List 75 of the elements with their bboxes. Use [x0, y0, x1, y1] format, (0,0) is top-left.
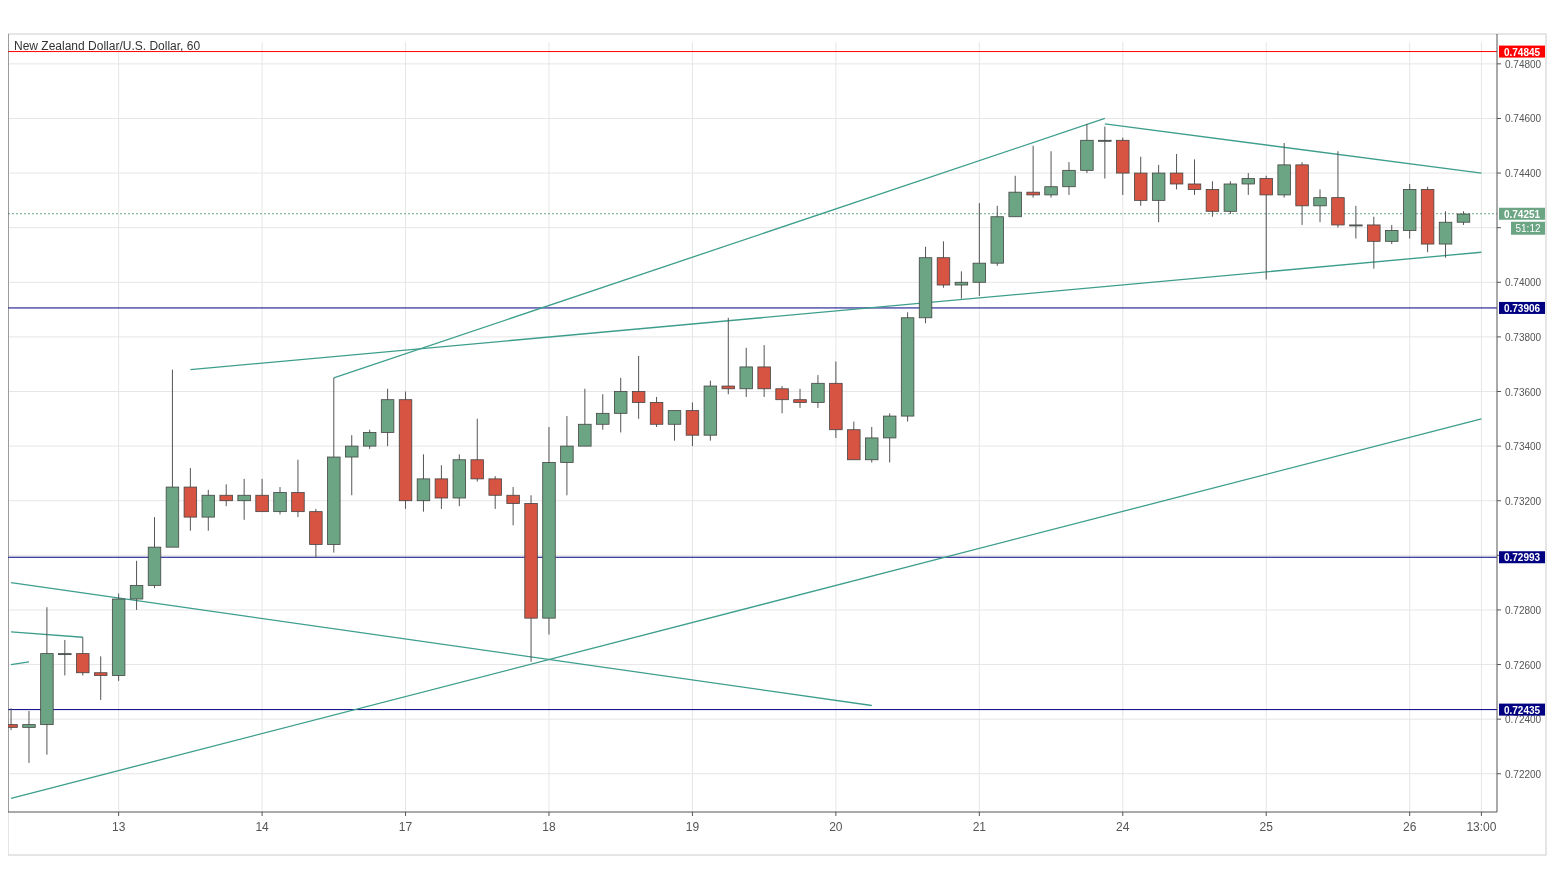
x-tick-label: 25: [1259, 820, 1274, 834]
candlestick: [631, 355, 646, 420]
candlestick: [883, 412, 897, 463]
candlestick: [811, 374, 825, 409]
candlestick: [1205, 180, 1220, 218]
y-tick-label: 0.73200: [1505, 495, 1542, 507]
candlestick: [1187, 158, 1202, 196]
candlestick: [470, 418, 484, 483]
chart-title: New Zealand Dollar/U.S. Dollar, 60: [14, 39, 201, 53]
candlestick: [219, 483, 233, 507]
candlestick: [775, 385, 789, 414]
candlestick: [1044, 150, 1058, 199]
x-tick-label: 19: [685, 820, 700, 834]
candlestick: [76, 636, 90, 676]
candlestick: [345, 434, 359, 496]
candlestick: [721, 317, 735, 395]
candlestick: [94, 655, 108, 701]
x-tick-label: 18: [542, 820, 556, 834]
y-tick-label: 0.73400: [1505, 441, 1542, 453]
candlestick: [1259, 175, 1273, 281]
y-tick-label: 0.74000: [1505, 277, 1542, 289]
y-tick-label: 0.73800: [1505, 331, 1542, 343]
candlestick: [22, 710, 36, 764]
candlestick: [739, 347, 753, 398]
candlestick: [954, 270, 969, 300]
y-tick-label: 0.72200: [1505, 768, 1542, 780]
candlestick: [757, 344, 771, 398]
candlestick: [1062, 161, 1076, 196]
ref-line-label: 0.74845: [1503, 46, 1541, 58]
candlestick: [1385, 224, 1399, 245]
candlestick: [129, 560, 144, 611]
x-tick-label: 21: [972, 820, 987, 834]
candlestick: [1367, 216, 1381, 270]
candlestick: [578, 388, 592, 447]
candlestick: [58, 639, 72, 676]
x-tick-label: 13: [111, 820, 126, 834]
candlestick: [1026, 145, 1040, 199]
candlestick: [596, 393, 610, 431]
y-tick-label: 0.72800: [1505, 604, 1542, 616]
candlestick: [255, 478, 269, 513]
candlestick: [488, 475, 502, 510]
candlestick: [416, 453, 431, 513]
y-tick-label: 0.74600: [1505, 113, 1542, 125]
candlestick: [793, 388, 807, 409]
x-tick-label: 24: [1116, 820, 1130, 834]
y-tick-label: 0.74400: [1505, 168, 1542, 180]
y-tick-label: 0.72400: [1505, 714, 1542, 726]
candlestick: [667, 410, 682, 442]
ref-line-label: 0.72993: [1503, 552, 1541, 564]
x-tick-label: 20: [829, 820, 843, 834]
candlestick: [1169, 153, 1184, 190]
candlestick: [506, 486, 520, 526]
candlestick: [649, 396, 664, 428]
candlestick: [614, 377, 628, 433]
text: 51:12: [1515, 222, 1541, 234]
candlestick: [237, 478, 251, 521]
ref-line-label: 0.73906: [1503, 302, 1541, 314]
y-tick-label: 0.74800: [1505, 58, 1542, 70]
ref-line-label: 0.74251: [1503, 208, 1541, 220]
x-tick-label: 17: [398, 820, 413, 834]
ref-line-label: 0.72435: [1503, 704, 1541, 716]
candlestick: [291, 459, 305, 518]
x-tick-label: 26: [1403, 820, 1417, 834]
x-tick-label: 14: [255, 820, 270, 834]
candlestick: [201, 489, 215, 532]
x-tick-label: 13:00: [1466, 820, 1497, 834]
candlestick: [273, 486, 287, 515]
candlestick: [560, 415, 574, 496]
candlestick: [1098, 126, 1112, 180]
y-tick-label: 0.72600: [1505, 659, 1542, 671]
y-tick-label: 0.73600: [1505, 386, 1542, 398]
candlestick: [865, 426, 879, 463]
candlestick: [363, 429, 377, 450]
candlestick: [1241, 172, 1255, 196]
candlestick: [434, 464, 449, 510]
